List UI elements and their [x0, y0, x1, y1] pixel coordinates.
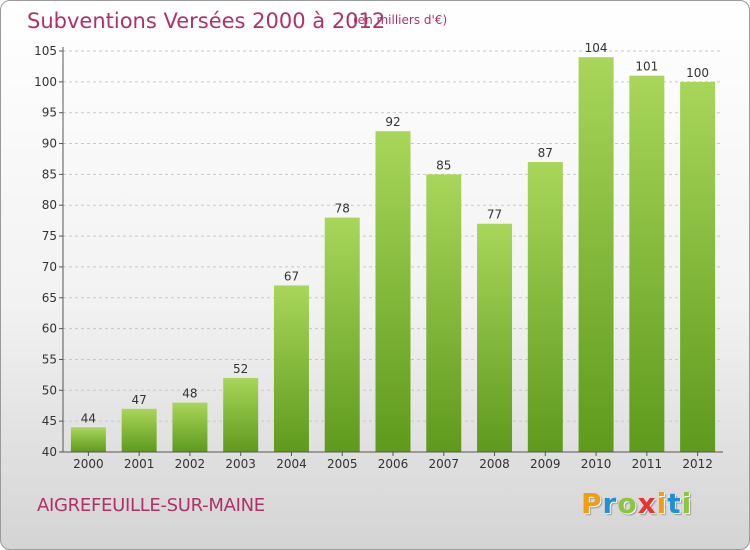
x-tick-label: 2007 — [428, 457, 459, 471]
logo-letter: i — [656, 487, 668, 520]
y-tick-label: 70 — [42, 260, 57, 274]
x-tick-label: 2002 — [175, 457, 206, 471]
x-tick-label: 2008 — [479, 457, 510, 471]
bar-value-label: 85 — [436, 158, 451, 172]
x-tick-label: 2011 — [632, 457, 663, 471]
bar-2011 — [629, 75, 665, 452]
y-tick-label: 55 — [42, 352, 57, 366]
bar-2007 — [426, 174, 462, 452]
y-tick-label: 80 — [42, 198, 57, 212]
chart-subtitle: (en milliers d'€) — [353, 13, 448, 27]
bar-2000 — [70, 427, 106, 452]
bar-value-label: 52 — [233, 362, 248, 376]
y-tick-label: 85 — [42, 167, 57, 181]
y-tick-label: 40 — [42, 445, 57, 459]
bar-2009 — [527, 162, 563, 453]
x-tick-label: 2006 — [378, 457, 409, 471]
x-tick-label: 2004 — [276, 457, 307, 471]
x-tick-label: 2003 — [225, 457, 256, 471]
axis-layer: 40 45 50 55 60 65 70 75 80 85 90 95 100 105 2000 2001 20… — [34, 44, 723, 471]
logo-letter: i — [681, 487, 693, 520]
proxiti-logo[interactable]: Proxiti — [581, 487, 692, 520]
x-tick-label: 2001 — [124, 457, 155, 471]
x-tick-label: 2012 — [682, 457, 713, 471]
logo-letter: t — [667, 487, 682, 520]
y-tick-label: 95 — [42, 106, 57, 120]
bar-chart: 44 47 48 52 67 78 92 85 77 87 104 101 100 40 45 50 55 60… — [34, 41, 723, 471]
bar-2004 — [273, 285, 309, 452]
bar-value-label: 100 — [686, 66, 709, 80]
bar-2010 — [578, 57, 614, 453]
bar-value-label: 67 — [284, 269, 299, 283]
logo-letter: o — [617, 487, 638, 520]
bar-2008 — [477, 223, 513, 452]
bar-value-label: 48 — [182, 387, 197, 401]
chart-title: Subventions Versées 2000 à 2012 — [27, 9, 386, 33]
y-tick-label: 60 — [42, 322, 57, 336]
bar-value-label: 44 — [81, 411, 96, 425]
y-tick-label: 65 — [42, 291, 57, 305]
bar-value-label: 47 — [132, 393, 147, 407]
bars-layer: 44 47 48 52 67 78 92 85 77 87 104 101 100 — [70, 41, 716, 453]
y-tick-label: 45 — [42, 414, 57, 428]
bar-value-label: 92 — [385, 115, 400, 129]
y-tick-label: 75 — [42, 229, 57, 243]
bar-2005 — [324, 217, 360, 452]
y-tick-label: 90 — [42, 137, 57, 151]
y-tick-label: 50 — [42, 383, 57, 397]
bar-value-label: 77 — [487, 208, 502, 222]
logo-letter: P — [581, 487, 603, 520]
logo-letter: x — [637, 487, 657, 520]
bar-value-label: 104 — [585, 41, 608, 55]
commune-name: AIGREFEUILLE-SUR-MAINE — [37, 495, 265, 516]
bar-value-label: 87 — [538, 146, 553, 160]
bar-2001 — [121, 408, 157, 452]
bar-2006 — [375, 131, 411, 452]
bar-value-label: 78 — [335, 202, 350, 216]
bar-2003 — [223, 377, 259, 452]
y-tick-label: 100 — [34, 75, 57, 89]
x-tick-label: 2000 — [73, 457, 104, 471]
logo-letter: r — [602, 487, 618, 520]
x-tick-label: 2009 — [530, 457, 561, 471]
bar-2002 — [172, 402, 208, 452]
bar-value-label: 101 — [635, 60, 658, 74]
x-tick-label: 2010 — [581, 457, 612, 471]
bar-2012 — [680, 81, 716, 452]
y-tick-label: 105 — [34, 44, 57, 58]
x-tick-label: 2005 — [327, 457, 358, 471]
